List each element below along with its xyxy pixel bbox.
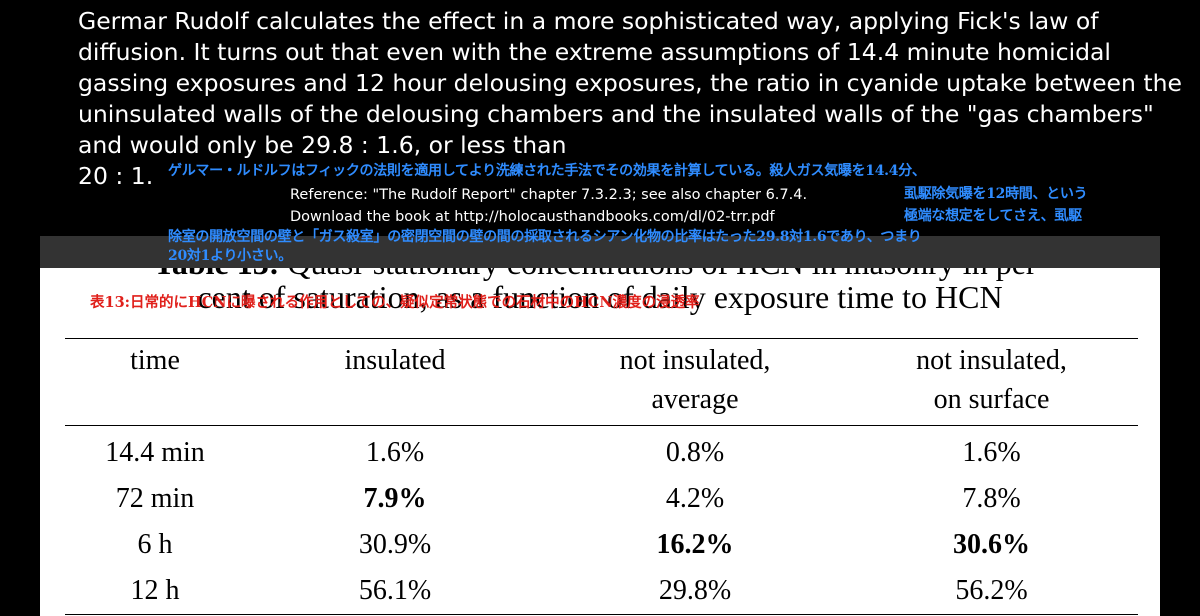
subtitle-band (40, 236, 1160, 268)
jp-table-caption: 表13:日常的にHCNに曝される作用としての、疑似定常状態での石材中のHCN濃度… (90, 294, 700, 311)
jp-subtitle-line5: 20対1より小さい。 (168, 248, 292, 264)
header-insulated: insulated (245, 338, 545, 426)
hcn-table: time insulated not insulated, average not… (65, 338, 1138, 615)
header-not-insulated-average: not insulated, average (545, 338, 845, 426)
cell-insulated: 30.9% (358, 529, 432, 560)
cell-insulated: 56.1% (245, 568, 545, 615)
cell-surface: 30.6% (953, 529, 1030, 560)
jp-subtitle-line3: 極端な想定をしてさえ、虱駆 (904, 208, 1082, 224)
table-caption-text: Quasi-stationary concentrations of HCN i… (279, 268, 1046, 281)
table-caption-label: Table 13: (153, 268, 279, 281)
cell-time: 14.4 min (105, 437, 205, 468)
header-time: time (65, 338, 245, 426)
table-row: 14.4 min 1.6% 0.8% 1.6% (65, 426, 1138, 477)
cell-average: 16.2% (656, 529, 734, 560)
cell-surface: 1.6% (962, 437, 1021, 468)
cell-average: 0.8% (665, 437, 725, 468)
cell-surface: 56.2% (845, 568, 1138, 615)
cell-insulated: 7.9% (363, 483, 427, 514)
cell-average: 4.2% (665, 483, 725, 514)
cell-average: 29.8% (545, 568, 845, 615)
cell-time: 12 h (65, 568, 245, 615)
table-caption-line2: cent of saturation, as a function of dai… (197, 279, 1003, 315)
cell-time: 72 min (115, 483, 195, 514)
table-row: 12 h 56.1% 29.8% 56.2% (65, 568, 1138, 615)
download-line: Download the book at http://holocausthan… (290, 209, 775, 225)
jp-subtitle-line4: 除室の開放空間の壁と「ガス殺室」の密閉空間の壁の間の採取されるシアン化物の比率は… (168, 229, 922, 245)
jp-subtitle-line2: 虱駆除気曝を12時間、という (904, 186, 1088, 202)
narration-text: Germar Rudolf calculates the effect in a… (78, 6, 1188, 192)
cell-insulated: 1.6% (365, 437, 425, 468)
narration-tail: 20 : 1. (78, 162, 154, 190)
header-not-insulated-surface: not insulated, on surface (845, 338, 1138, 426)
reference-line: Reference: "The Rudolf Report" chapter 7… (290, 187, 808, 203)
cell-time: 6 h (137, 529, 173, 560)
table-header-row: time insulated not insulated, average not… (65, 338, 1138, 426)
document-page (40, 268, 1160, 616)
table-row: 72 min 7.9% 4.2% 7.8% (65, 476, 1138, 522)
narration-body: Germar Rudolf calculates the effect in a… (78, 7, 1182, 159)
cell-surface: 7.8% (962, 483, 1021, 514)
table-row: 6 h 30.9% 16.2% 30.6% (65, 522, 1138, 568)
table-caption: Table 13: Quasi-stationary concentration… (40, 268, 1160, 316)
jp-subtitle-line1: ゲルマー・ルドルフはフィックの法則を適用してより洗練された手法でその効果を計算し… (168, 163, 926, 179)
